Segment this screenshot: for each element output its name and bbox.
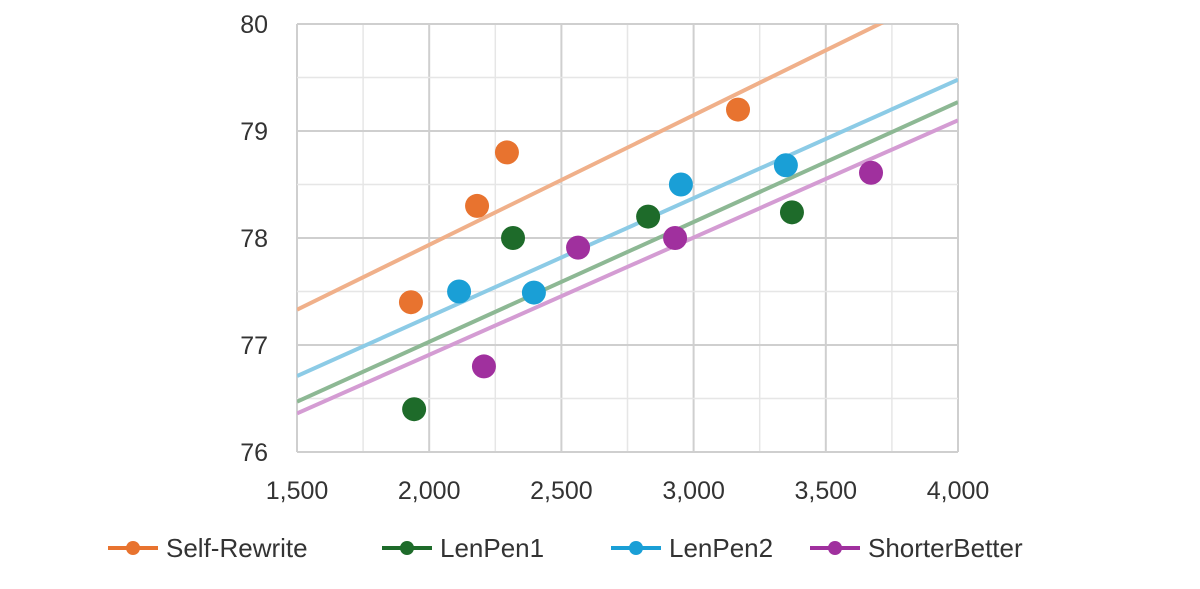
data-point-self-rewrite — [494, 140, 519, 165]
data-point-shorterbetter — [471, 354, 496, 379]
legend-marker — [126, 541, 140, 555]
x-tick-label: 1,500 — [266, 477, 329, 505]
y-tick-label: 76 — [240, 439, 268, 467]
data-point-lenpen2 — [773, 153, 798, 178]
data-point-shorterbetter — [566, 235, 591, 260]
legend-label: Self-Rewrite — [166, 533, 308, 563]
trendlines — [297, 24, 958, 416]
trendline-shorterbetter — [297, 118, 958, 416]
data-point-lenpen2 — [521, 280, 546, 305]
data-point-lenpen2 — [447, 279, 472, 304]
legend-marker — [629, 541, 643, 555]
trendline-lenpen1 — [297, 100, 958, 404]
data-point-lenpen2 — [668, 172, 693, 197]
data-point-lenpen1 — [779, 200, 804, 225]
y-tick-label: 80 — [240, 11, 268, 39]
y-tick-label: 77 — [240, 332, 268, 360]
data-point-lenpen1 — [501, 226, 526, 250]
x-axis-ticks: 1,500 2,000 2,500 3,000 3,500 4,000 — [266, 477, 990, 505]
x-tick-label: 3,500 — [795, 477, 858, 505]
legend-marker — [400, 541, 414, 555]
data-point-self-rewrite — [398, 290, 423, 315]
trendline-self-rewrite — [297, 24, 885, 312]
x-tick-label: 3,000 — [662, 477, 725, 505]
legend-label: LenPen1 — [440, 533, 544, 563]
y-tick-label: 78 — [240, 225, 268, 253]
x-tick-label: 2,000 — [398, 477, 461, 505]
legend-label: ShorterBetter — [868, 533, 1023, 563]
data-point-self-rewrite — [726, 97, 751, 122]
x-tick-label: 4,000 — [927, 477, 990, 505]
y-tick-label: 79 — [240, 118, 268, 146]
data-point-self-rewrite — [465, 193, 490, 218]
legend-marker — [828, 541, 842, 555]
data-points — [398, 97, 884, 422]
gridlines — [296, 23, 959, 453]
data-point-lenpen1 — [402, 397, 427, 422]
data-point-shorterbetter — [663, 226, 688, 250]
data-point-shorterbetter — [859, 160, 884, 185]
trendline-lenpen2 — [297, 77, 958, 378]
y-axis-ticks: 76 77 78 79 80 — [240, 11, 268, 467]
legend-label: LenPen2 — [669, 533, 773, 563]
data-point-lenpen1 — [636, 204, 661, 229]
legend: Self-Rewrite LenPen1 LenPen2 ShorterBetter — [108, 533, 1023, 563]
x-tick-label: 2,500 — [530, 477, 593, 505]
